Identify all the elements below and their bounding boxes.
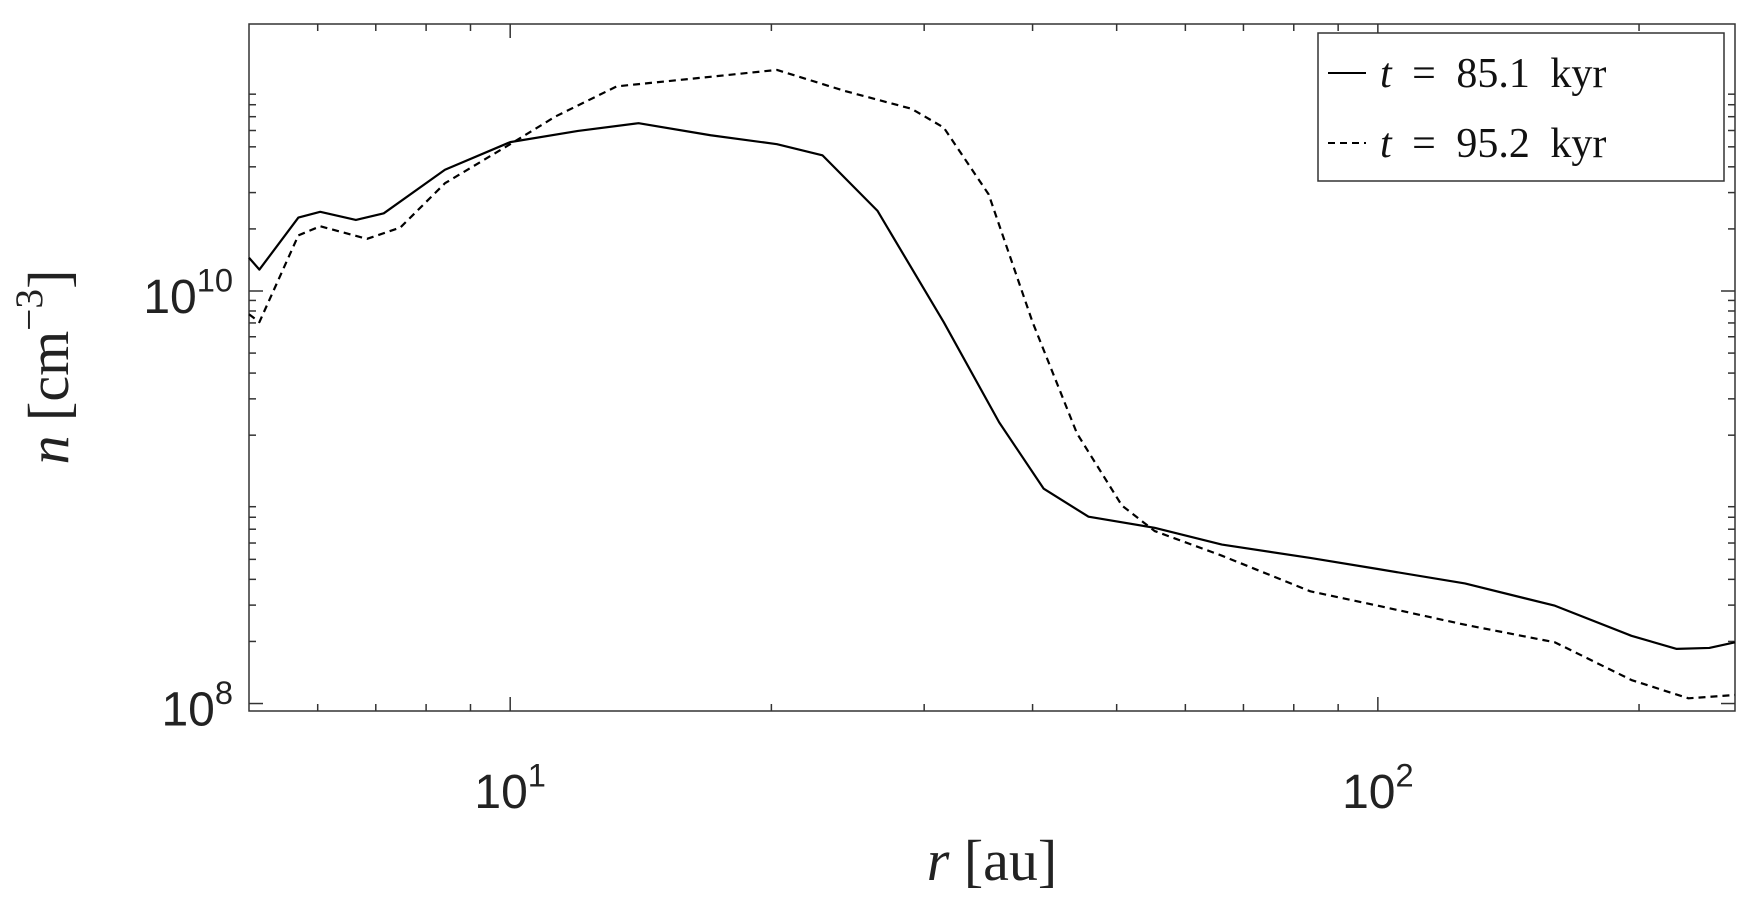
legend-label: t = 95.2 kyr: [1380, 121, 1606, 167]
data-line: [248, 122, 1736, 651]
plot-frame: [248, 23, 1736, 712]
legend-label: t = 85.1 kyr: [1380, 51, 1606, 97]
y-axis-label: n [cm−3]: [7, 270, 81, 465]
x-tick-label: 102: [1342, 756, 1414, 819]
legend-box: [1317, 32, 1725, 182]
x-tick-label: 101: [474, 756, 546, 819]
y-tick-label: 108: [161, 674, 233, 737]
x-axis-label: r [au]: [927, 828, 1057, 893]
data-line: [248, 68, 1736, 700]
y-tick-label: 1010: [143, 261, 233, 324]
legend: t = 85.1 kyr t = 95.2 kyr: [1317, 32, 1725, 182]
